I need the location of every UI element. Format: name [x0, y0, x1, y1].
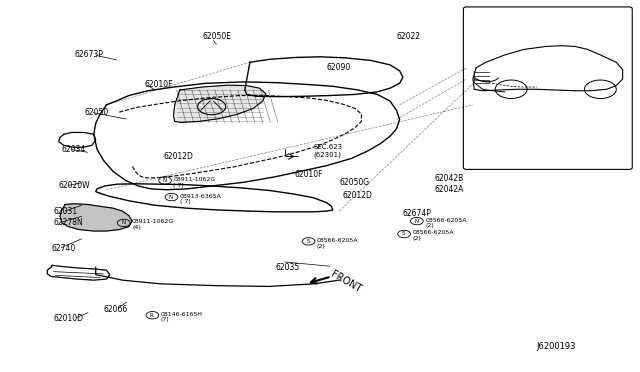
Text: 08566-6205A
(2): 08566-6205A (2)	[425, 218, 467, 228]
Text: S: S	[402, 231, 405, 237]
Polygon shape	[173, 85, 266, 122]
Text: 62035: 62035	[275, 263, 300, 272]
Text: 62050: 62050	[84, 108, 108, 117]
Text: 62050E: 62050E	[202, 32, 231, 41]
Text: 62050G: 62050G	[339, 178, 369, 187]
Text: 62010D: 62010D	[54, 314, 84, 323]
Text: 62090: 62090	[326, 63, 351, 72]
Text: S: S	[306, 239, 310, 244]
Text: 62278N: 62278N	[54, 218, 83, 227]
Text: 62031: 62031	[54, 207, 78, 217]
Text: 62673P: 62673P	[75, 51, 104, 60]
Text: N: N	[414, 219, 419, 224]
Text: 08146-6165H
(7): 08146-6165H (7)	[161, 312, 203, 323]
Text: FRONT: FRONT	[328, 269, 362, 295]
Text: 62010F: 62010F	[294, 170, 323, 179]
Text: N: N	[169, 195, 173, 199]
Text: 62042A: 62042A	[435, 185, 464, 194]
Text: 08911-1062G
(4): 08911-1062G (4)	[132, 219, 174, 230]
Text: 62010F: 62010F	[145, 80, 173, 89]
Text: 08913-6365A
( 7): 08913-6365A ( 7)	[180, 193, 221, 204]
Text: 62674P: 62674P	[403, 209, 432, 218]
Text: 62066: 62066	[103, 305, 127, 314]
Text: 62020W: 62020W	[59, 182, 90, 190]
Text: J6200193: J6200193	[536, 342, 575, 351]
Text: N: N	[121, 221, 125, 225]
Text: 62012D: 62012D	[342, 191, 372, 200]
Text: 08566-6205A
(2): 08566-6205A (2)	[317, 238, 358, 248]
Polygon shape	[60, 204, 132, 231]
Text: 08566-6205A
(2): 08566-6205A (2)	[412, 230, 454, 241]
Text: 62034: 62034	[62, 145, 86, 154]
Text: 62022: 62022	[396, 32, 420, 41]
Text: 62042B: 62042B	[435, 174, 464, 183]
Text: R: R	[150, 313, 154, 318]
Text: N: N	[163, 178, 166, 183]
Text: SEC.623
(62301): SEC.623 (62301)	[314, 144, 343, 158]
Text: 08911-1062G
( 7): 08911-1062G ( 7)	[173, 177, 216, 188]
Text: 62740: 62740	[51, 244, 76, 253]
Text: 62012D: 62012D	[164, 152, 194, 161]
